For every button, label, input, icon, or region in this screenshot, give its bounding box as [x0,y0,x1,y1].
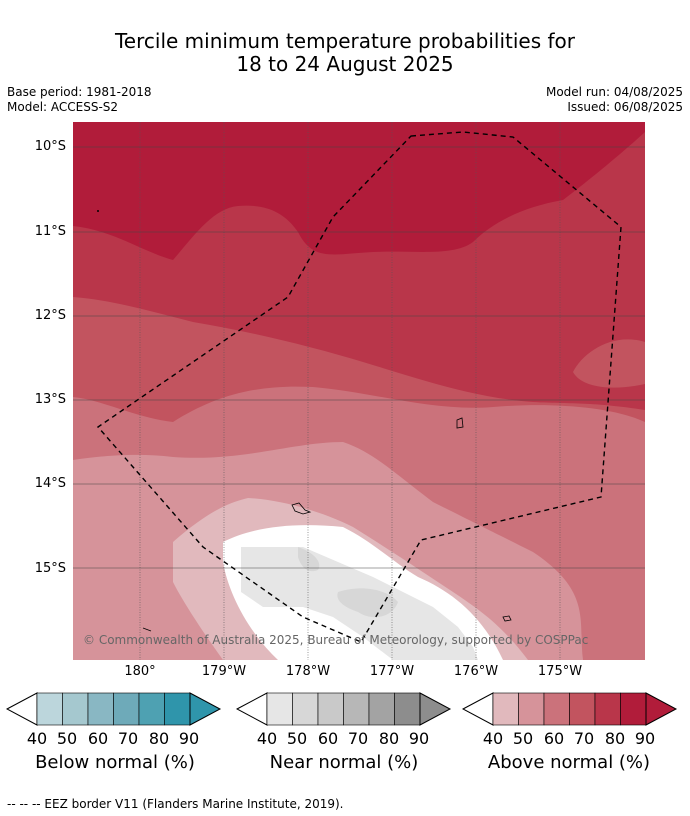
colorbar-swatch [36,692,63,726]
copyright-note: © Commonwealth of Australia 2025, Bureau… [83,633,589,647]
probability-map [73,122,645,660]
colorbar-swatch [569,692,596,726]
title-line-2: 18 to 24 August 2025 [236,52,454,76]
map-title: Tercile minimum temperature probabilitie… [0,30,690,76]
colorbar-swatch [492,692,519,726]
map-canvas [73,122,645,660]
tick: 90 [634,729,656,748]
island-d [142,627,152,632]
colorbar-swatch [87,692,114,726]
tick: 70 [117,729,139,748]
base-period: Base period: 1981-2018 [7,85,152,99]
colorbar-below [6,692,222,726]
colorbar-swatch [518,692,545,726]
tick: 40 [256,729,278,748]
colorbar-swatch [138,692,165,726]
lon-label: 176°W [453,664,499,679]
eez-footnote: -- -- -- EEZ border V11 (Flanders Marine… [7,797,344,811]
tick: 60 [543,729,565,748]
lon-label: 178°W [285,664,331,679]
tick: 40 [26,729,48,748]
tick: 80 [378,729,400,748]
lat-label: 15°S [34,561,66,576]
lat-label: 10°S [34,139,66,154]
colorbar-near [236,692,452,726]
band-near-50b [337,588,398,618]
island-c [502,615,512,622]
tick: 90 [408,729,430,748]
gridlines [139,122,561,660]
colorbar-above-label: Above normal (%) [487,752,651,773]
lon-label: 180° [124,664,156,679]
tick: 80 [148,729,170,748]
lon-label: 175°W [537,664,583,679]
colorbar-swatch [543,692,570,726]
band-above-80-spot [588,256,603,280]
tick: 40 [482,729,504,748]
lon-label: 179°W [201,664,247,679]
colorbar-swatch [343,692,370,726]
colorbar-near-label: Near normal (%) [269,752,419,773]
colorbar-swatch [164,692,191,726]
tick: 50 [56,729,78,748]
issued-date: Issued: 06/08/2025 [567,100,683,114]
model-run: Model run: 04/08/2025 [545,85,683,99]
lat-gridlines [73,146,645,569]
colorbar-above [462,692,678,726]
band-above-90 [73,122,645,260]
colorbar-swatch [317,692,344,726]
colorbar-swatch [394,692,421,726]
colorbar-swatch [368,692,395,726]
lat-label: 11°S [34,224,66,239]
meta-right: Model run: 04/08/2025 Issued: 06/08/2025 [546,85,683,115]
lat-label: 13°S [34,392,66,407]
tick: 60 [87,729,109,748]
tick: 80 [604,729,626,748]
colorbar-swatch [292,692,319,726]
colorbar-swatch [620,692,647,726]
eez-border [96,131,622,643]
lon-label: 177°W [369,664,415,679]
tick: 70 [573,729,595,748]
colorbar-swatch [113,692,140,726]
meta-left: Base period: 1981-2018 Model: ACCESS-S2 [7,85,152,115]
tick: 50 [286,729,308,748]
tick: 60 [317,729,339,748]
tick: 70 [347,729,369,748]
colorbar-swatch [594,692,621,726]
tick: 90 [178,729,200,748]
lat-label: 14°S [34,476,66,491]
band-near-50a [298,547,320,572]
island-e [97,210,99,212]
colorbar-below-label: Below normal (%) [35,752,195,773]
colorbar-swatch [266,692,293,726]
island-b [291,502,312,515]
colorbar-swatch [62,692,89,726]
tick: 50 [512,729,534,748]
island-a [456,417,464,429]
lat-label: 12°S [34,308,66,323]
title-line-1: Tercile minimum temperature probabilitie… [114,29,576,53]
model-name: Model: ACCESS-S2 [7,100,119,114]
